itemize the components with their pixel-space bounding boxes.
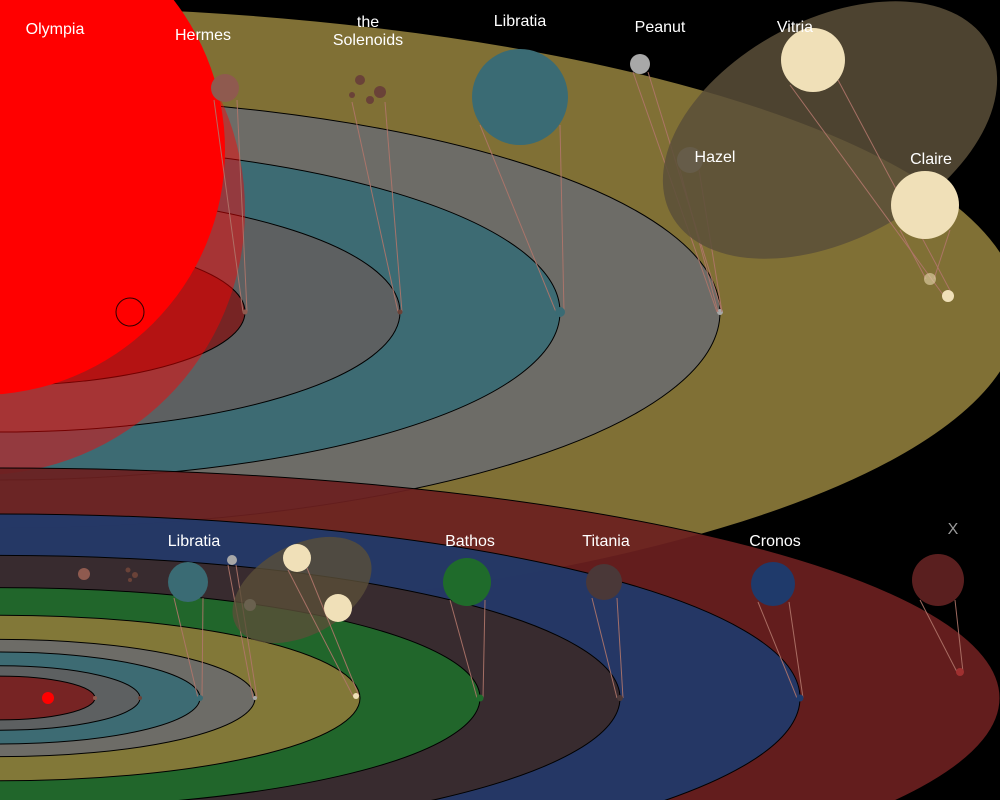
b-libratia-enlarged (168, 562, 208, 602)
libratia-on-orbit (555, 307, 565, 317)
b-hermes-enlarged (78, 568, 90, 580)
b-olympia-on-orbit (42, 692, 54, 704)
b-solenoids-on-orbit (138, 696, 142, 700)
b-x-on-orbit (956, 668, 964, 676)
solar-system-diagram: OlympiaHermesthe SolenoidsLibratiaPeanut… (0, 0, 1000, 800)
b-peanut-on-orbit (253, 696, 257, 700)
b-libratia-on-orbit (197, 695, 203, 701)
hermes-enlarged (211, 74, 239, 102)
b-solenoids-dot (126, 568, 131, 573)
b-peanut-enlarged (227, 555, 237, 565)
olympia-center-dot (116, 298, 144, 326)
solenoids-dot (355, 75, 365, 85)
b-titania-enlarged (586, 564, 622, 600)
b-cronos-enlarged (751, 562, 795, 606)
b-hermes-on-orbit (93, 696, 97, 700)
b-solenoids-dot (128, 578, 132, 582)
b-solenoids-dot (132, 572, 138, 578)
bottom-system (0, 468, 1000, 800)
claire-on-orbit (924, 273, 936, 285)
b-titania-on-orbit (617, 695, 623, 701)
vitria-enlarged (781, 28, 845, 92)
b-x-enlarged (912, 554, 964, 606)
solenoids-on-orbit (398, 310, 403, 315)
solenoids-dot (366, 96, 374, 104)
claire-enlarged (891, 171, 959, 239)
b-vitria-enlarged (283, 544, 311, 572)
b-bathos-on-orbit (477, 695, 484, 702)
peanut-enlarged (630, 54, 650, 74)
solenoids-dot (349, 92, 355, 98)
b-claire-enlarged (324, 594, 352, 622)
b-bathos-enlarged (443, 558, 491, 606)
solenoids-dot (374, 86, 386, 98)
hermes-on-orbit (243, 310, 248, 315)
b-vitria-on-orbit (353, 693, 359, 699)
b-cronos-on-orbit (797, 695, 804, 702)
libratia-enlarged (472, 49, 568, 145)
vitria-on-orbit (942, 290, 954, 302)
